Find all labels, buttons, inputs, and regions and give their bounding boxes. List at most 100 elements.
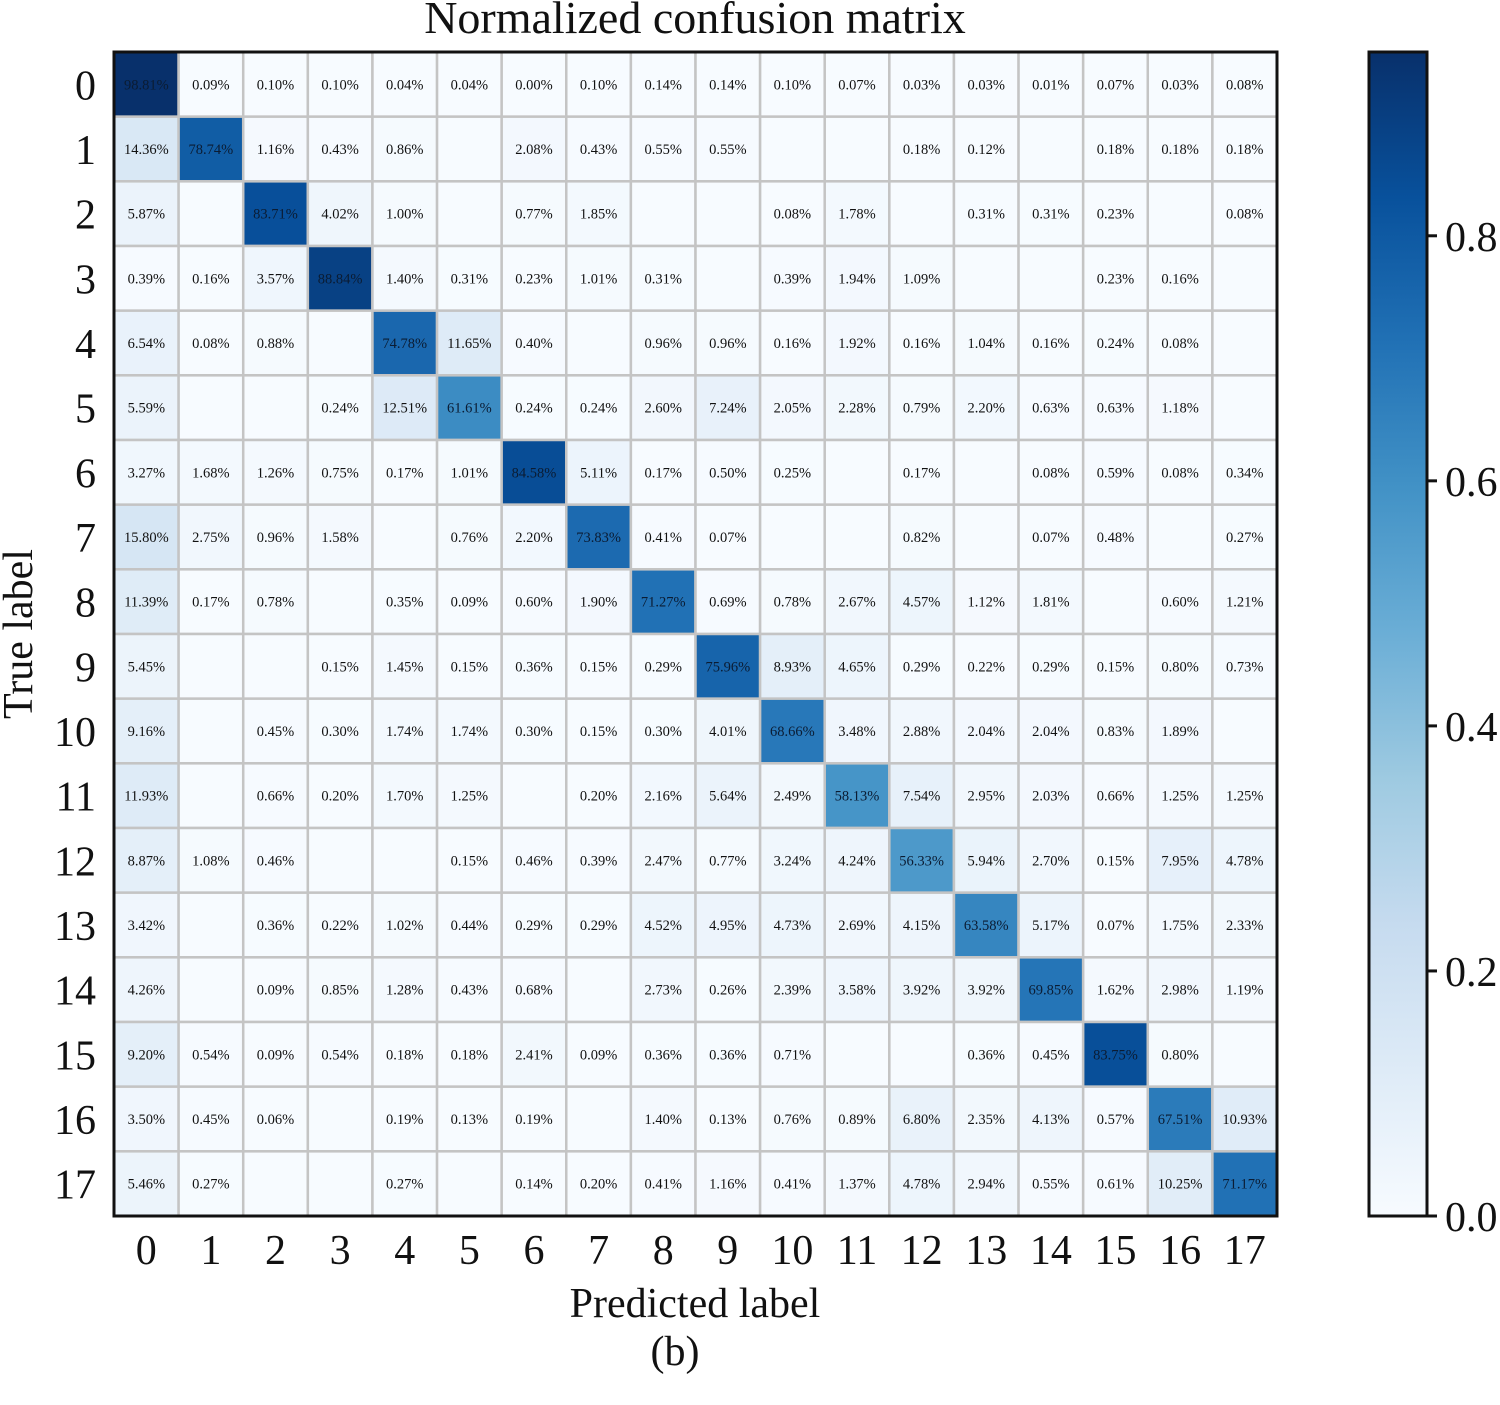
- cell-label-r3-c10: 0.39%: [774, 271, 811, 287]
- cell-r2-c8: [629, 180, 697, 248]
- cell-label-r3-c12: 1.09%: [903, 271, 940, 287]
- cell-label-r5-c11: 2.28%: [838, 401, 875, 417]
- y-tick-14: 14: [54, 969, 96, 1015]
- cell-r11-c17: [1211, 762, 1279, 830]
- cell-r10-c6: [500, 697, 568, 765]
- cell-label-r0-c14: 0.01%: [1032, 77, 1069, 93]
- cell-label-r1-c17: 0.18%: [1226, 142, 1263, 158]
- cell-r17-c1: [177, 1150, 245, 1218]
- y-tick-8: 8: [75, 581, 96, 627]
- y-axis-label: True label: [0, 549, 42, 719]
- cell-r5-c9: [694, 374, 762, 442]
- cell-r2-c6: [500, 180, 568, 248]
- cell-label-r10-c11: 3.48%: [838, 724, 875, 740]
- cell-label-r17-c11: 1.37%: [838, 1177, 875, 1193]
- cell-label-r8-c9: 0.69%: [709, 595, 746, 611]
- cell-r12-c8: [629, 826, 697, 894]
- cell-r1-c14: [1017, 115, 1085, 183]
- cell-label-r16-c6: 0.19%: [515, 1112, 552, 1128]
- cell-label-r11-c10: 2.49%: [774, 789, 811, 805]
- cell-label-r13-c13: 63.58%: [964, 918, 1009, 934]
- cell-r6-c15: [1081, 438, 1150, 506]
- cell-label-r12-c11: 4.24%: [838, 853, 875, 869]
- cell-r3-c1: [177, 244, 245, 312]
- cell-r14-c12: [888, 956, 956, 1024]
- cell-label-r0-c12: 0.03%: [903, 77, 940, 93]
- cell-label-r7-c14: 0.07%: [1032, 530, 1069, 546]
- cell-label-r6-c0: 3.27%: [128, 465, 165, 481]
- cell-r5-c16: [1146, 374, 1214, 442]
- cell-label-r4-c10: 0.16%: [774, 336, 811, 352]
- cell-r9-c16: [1146, 632, 1214, 700]
- cell-r6-c2: [241, 438, 310, 506]
- cell-label-r2-c14: 0.31%: [1032, 207, 1069, 223]
- cell-label-r2-c2: 83.71%: [253, 207, 298, 223]
- cell-r16-c7: [565, 1085, 633, 1153]
- cell-label-r1-c12: 0.18%: [903, 142, 940, 158]
- cell-r13-c17: [1211, 891, 1279, 959]
- cell-label-r4-c12: 0.16%: [903, 336, 940, 352]
- cell-r16-c1: [177, 1085, 245, 1153]
- colorbar-tick-label: 0.2: [1445, 950, 1498, 996]
- cell-label-r11-c5: 1.25%: [451, 789, 488, 805]
- cell-label-r8-c12: 4.57%: [903, 595, 940, 611]
- cell-r12-c7: [565, 826, 633, 894]
- cell-r1-c1: [177, 115, 245, 183]
- cell-label-r13-c3: 0.22%: [321, 918, 358, 934]
- cell-label-r13-c12: 4.15%: [903, 918, 940, 934]
- cell-label-r12-c10: 3.24%: [774, 853, 811, 869]
- cell-label-r7-c1: 2.75%: [192, 530, 229, 546]
- cell-r6-c6: [500, 438, 568, 506]
- cell-r3-c10: [758, 244, 826, 312]
- cell-r13-c11: [823, 891, 891, 959]
- cell-label-r0-c5: 0.04%: [451, 77, 488, 93]
- cell-label-r0-c17: 0.08%: [1226, 77, 1263, 93]
- colorbar: [1367, 50, 1429, 1218]
- cell-r3-c5: [435, 244, 503, 312]
- cell-label-r8-c16: 0.60%: [1161, 595, 1198, 611]
- cell-label-r15-c4: 0.18%: [386, 1047, 423, 1063]
- cell-r16-c14: [1017, 1085, 1085, 1153]
- cell-r2-c14: [1017, 180, 1085, 248]
- cell-label-r5-c7: 0.24%: [580, 401, 617, 417]
- y-tick-7: 7: [75, 516, 96, 562]
- cell-label-r17-c9: 1.16%: [709, 1177, 746, 1193]
- cell-label-r17-c15: 0.61%: [1097, 1177, 1134, 1193]
- cell-r10-c0: [112, 697, 180, 765]
- cell-label-r16-c1: 0.45%: [192, 1112, 229, 1128]
- cell-r14-c7: [565, 956, 633, 1024]
- cell-label-r8-c6: 0.60%: [515, 595, 552, 611]
- cell-label-r1-c2: 1.16%: [257, 142, 294, 158]
- cell-label-r9-c5: 0.15%: [451, 659, 488, 675]
- cell-label-r9-c9: 75.96%: [705, 659, 750, 675]
- cell-label-r0-c4: 0.04%: [386, 77, 423, 93]
- cell-r16-c12: [888, 1085, 956, 1153]
- y-tick-0: 0: [75, 63, 96, 109]
- cell-r1-c9: [694, 115, 762, 183]
- cell-label-r11-c16: 1.25%: [1161, 789, 1198, 805]
- cell-label-r13-c15: 0.07%: [1097, 918, 1134, 934]
- cell-label-r15-c8: 0.36%: [644, 1047, 681, 1063]
- cell-label-r11-c12: 7.54%: [903, 789, 940, 805]
- cell-label-r0-c6: 0.00%: [515, 77, 552, 93]
- cell-r6-c0: [112, 438, 180, 506]
- cell-r2-c1: [177, 180, 245, 248]
- cell-label-r0-c13: 0.03%: [968, 77, 1005, 93]
- cell-label-r16-c13: 2.35%: [968, 1112, 1005, 1128]
- cell-label-r11-c0: 11.93%: [124, 789, 168, 805]
- cell-label-r13-c5: 0.44%: [451, 918, 488, 934]
- cell-label-r11-c11: 58.13%: [835, 789, 880, 805]
- cell-label-r8-c11: 2.67%: [838, 595, 875, 611]
- cell-r1-c10: [758, 115, 826, 183]
- cell-r8-c4: [371, 568, 439, 636]
- y-tick-2: 2: [75, 193, 96, 239]
- matrix-cell-labels: 98.81% 0.09% 0.10% 0.10% 0.04% 0.04% 0.00% 0.10…: [124, 77, 1267, 1192]
- cell-label-r4-c14: 0.16%: [1032, 336, 1069, 352]
- cell-r15-c8: [629, 1020, 697, 1088]
- cell-r9-c2: [241, 632, 310, 700]
- cell-r7-c10: [758, 503, 826, 571]
- x-tick-2: 2: [265, 1228, 286, 1274]
- cell-label-r16-c15: 0.57%: [1097, 1112, 1134, 1128]
- cell-label-r14-c15: 1.62%: [1097, 983, 1134, 999]
